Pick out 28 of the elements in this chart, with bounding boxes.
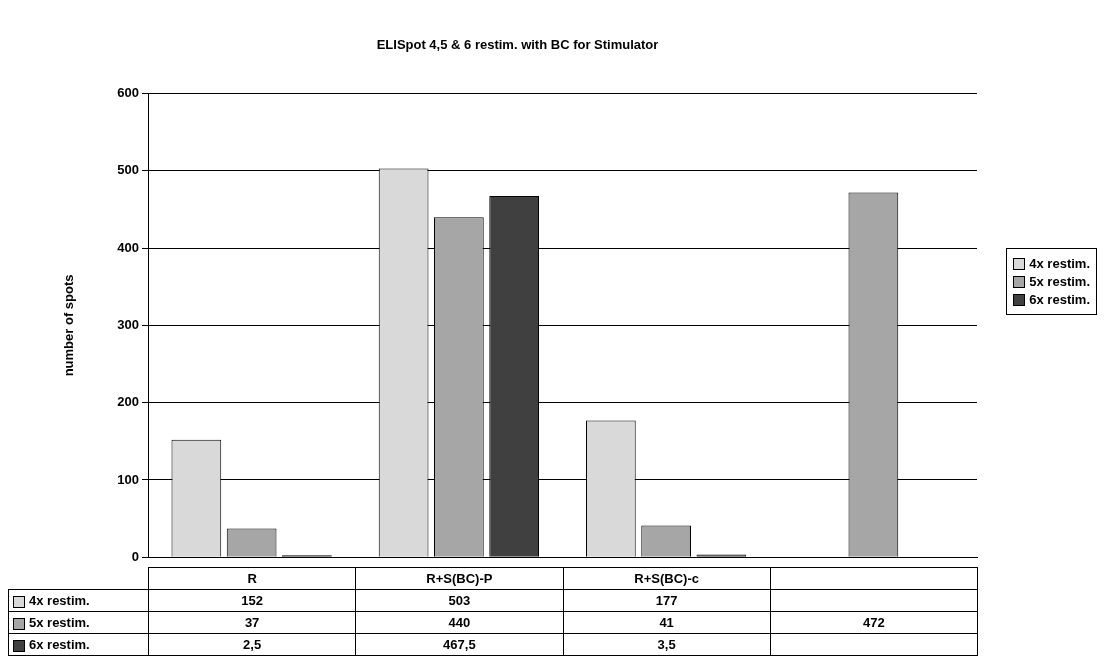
data-label: 2,5 <box>148 633 356 656</box>
data-label: 177 <box>563 589 771 612</box>
chart-title: ELISpot 4,5 & 6 restim. with BC for Stimulator <box>376 37 659 53</box>
y-tick-label: 300 <box>117 316 139 332</box>
y-axis-title: number of spots <box>61 274 77 377</box>
y-tick-label: 200 <box>117 394 139 410</box>
data-label: 3,5 <box>563 633 771 656</box>
y-tick-label: 0 <box>131 548 139 564</box>
y-tick-label: 600 <box>117 85 139 101</box>
text: 5x restim. <box>29 615 90 630</box>
legend-label: 5x restim. <box>1029 274 1090 289</box>
x-tick-label: R+S(BC)-P <box>355 567 563 590</box>
text: 4x restim. <box>1029 256 1090 271</box>
data-label: 440 <box>355 611 563 634</box>
x-tick-label: R <box>148 567 356 590</box>
data-label: 503 <box>355 589 563 612</box>
legend-label: 4x restim. <box>8 589 149 612</box>
x-tick-label: R+S(BC)-c <box>563 567 771 590</box>
y-tick-label: 400 <box>117 239 139 255</box>
y-tick-label: 100 <box>117 471 139 487</box>
data-label: 472 <box>770 611 978 634</box>
data-label: 41 <box>563 611 771 634</box>
data-label: 152 <box>148 589 356 612</box>
data-label: 467,5 <box>355 633 563 656</box>
y-tick-label: 500 <box>117 162 139 178</box>
text: 6x restim. <box>1029 292 1090 307</box>
legend-label: 6x restim. <box>8 633 149 656</box>
data-label: 37 <box>148 611 356 634</box>
